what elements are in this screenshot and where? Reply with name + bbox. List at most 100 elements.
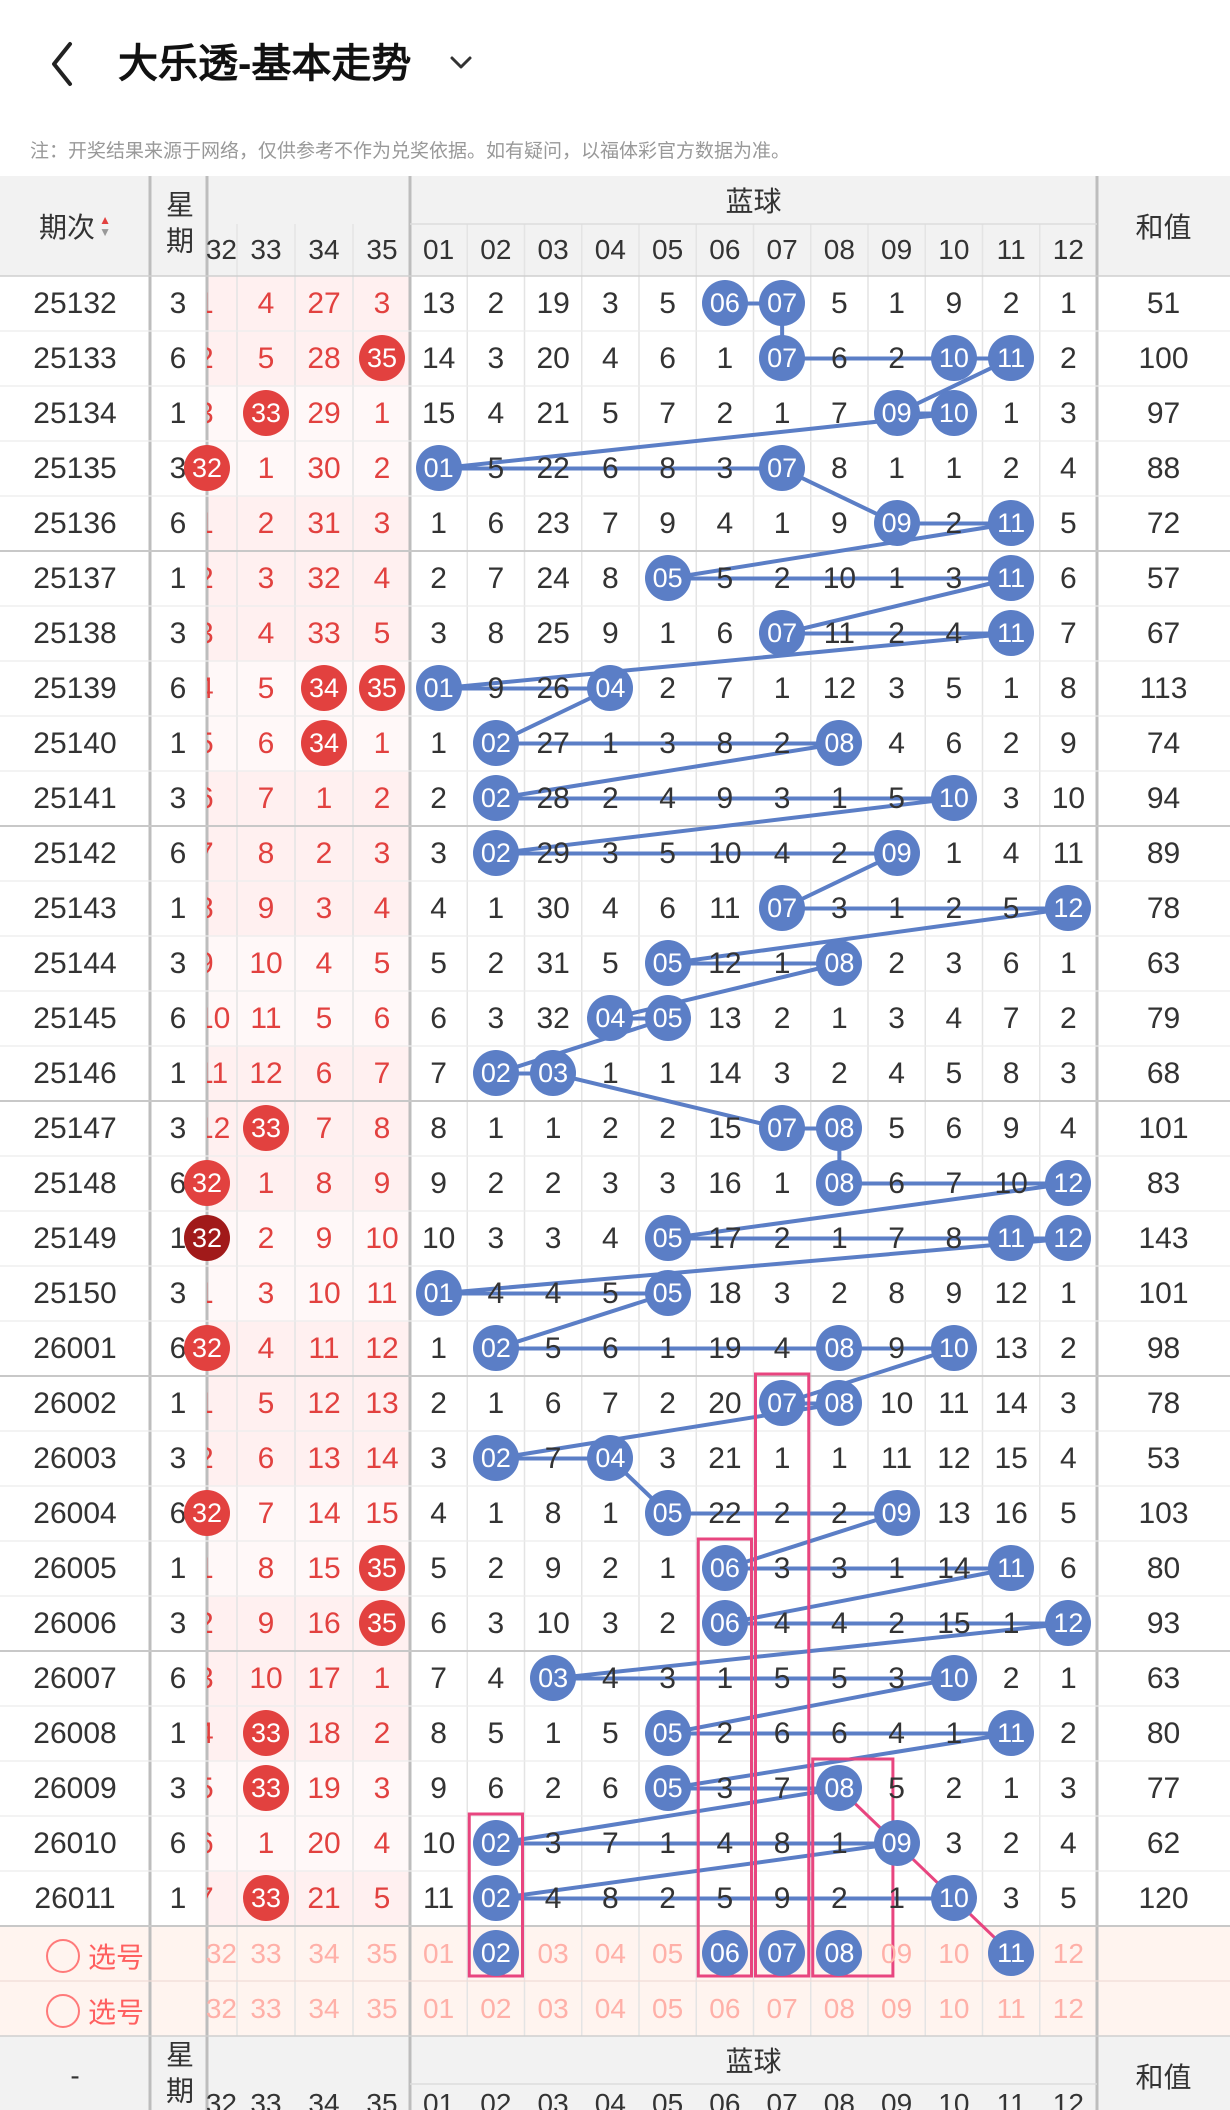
blue-ball: 07 [759,445,806,491]
red-select-cell[interactable]: 32 [207,1937,237,1969]
page-title: 大乐透-基本走势 [118,42,412,86]
blue-miss-cell: 13 [708,1001,742,1035]
blue-select-cell[interactable]: 11 [996,1992,1026,2024]
blue-select-cell[interactable]: 10 [938,1937,970,1969]
blue-miss-cell: 5 [945,1056,963,1090]
red-select-cell[interactable]: 32 [207,1992,237,2024]
blue-miss-cell: 8 [602,1881,619,1915]
blue-select-cell[interactable]: 09 [881,1937,913,1969]
bottom-blue-col-header: 11 [996,2088,1026,2110]
blue-select-cell[interactable]: 07 [766,1992,798,2024]
select-number-toggle[interactable]: 选号 [46,1991,144,2031]
blue-miss-cell: 3 [659,1166,676,1200]
red-miss-cell: 3 [373,1771,391,1805]
red-zone-bg [207,1871,410,1926]
blue-miss-cell: 4 [602,1221,619,1255]
blue-select-cell[interactable]: 01 [423,1937,455,1969]
period-cell: 26008 [33,1716,117,1750]
blue-miss-cell: 7 [602,1386,619,1420]
blue-miss-cell: 2 [831,1881,848,1915]
period-cell: 26001 [33,1331,117,1365]
blue-miss-cell: 2 [487,1166,505,1200]
blue-miss-cell: 5 [430,1551,447,1585]
blue-select-cell[interactable]: 01 [423,1992,455,2024]
red-miss-cell: 10 [249,1661,283,1695]
blue-miss-cell: 5 [831,1661,848,1695]
red-select-cell[interactable]: 35 [366,1992,398,2024]
blue-miss-cell: 4 [659,781,676,815]
red-miss-cell: 31 [307,506,341,540]
red-miss-cell: 11 [366,1276,398,1310]
blue-miss-cell: 2 [888,1606,905,1640]
predicted-blue-ball[interactable]: 06 [701,1930,748,1976]
blue-select-cell[interactable]: 03 [537,1992,569,2024]
predicted-blue-ball[interactable]: 02 [472,1930,519,1976]
blue-select-cell[interactable]: 04 [594,1992,626,2024]
red-miss-cell: 5 [257,341,275,375]
predicted-blue-ball[interactable]: 08 [816,1930,863,1976]
blue-miss-cell: 4 [487,396,505,430]
blue-ball: 07 [759,610,806,656]
blue-miss-cell: 2 [487,946,505,980]
blue-ball: 11 [988,335,1035,381]
red-zone-bg [207,1211,410,1266]
blue-miss-cell: 5 [716,561,734,595]
blue-select-cell[interactable]: 06 [709,1992,741,2024]
blue-miss-cell: 9 [1002,1111,1020,1145]
blue-select-cell[interactable]: 08 [823,1992,855,2024]
blue-miss-cell: 8 [602,561,619,595]
red-select-cell[interactable]: 34 [308,1937,340,1969]
blue-miss-cell: 3 [659,726,676,760]
sum-cell: 101 [1138,1111,1189,1145]
blue-miss-cell: 8 [945,1221,963,1255]
predicted-blue-ball[interactable]: 11 [988,1930,1035,1976]
disclaimer-text: 注：开奖结果来源于网络，仅供参考不作为兑奖依据。如有疑问，以福体彩官方数据为准。 [30,141,791,162]
blue-miss-cell: 4 [1060,1111,1077,1145]
red-select-cell[interactable]: 33 [250,1937,282,1969]
blue-miss-cell: 1 [1002,671,1020,705]
blue-select-cell[interactable]: 12 [1052,1937,1084,1969]
blue-miss-cell: 1 [487,1111,505,1145]
red-select-cell[interactable]: 33 [250,1992,282,2024]
blue-miss-cell: 1 [1060,1276,1077,1310]
blue-select-cell[interactable]: 04 [594,1937,626,1969]
week-cell: 3 [169,286,187,320]
blue-miss-cell: 1 [659,1826,676,1860]
blue-miss-cell: 4 [773,836,791,870]
red-select-cell[interactable]: 35 [366,1937,398,1969]
blue-miss-cell: 8 [1060,671,1077,705]
blue-select-cell[interactable]: 09 [881,1992,913,2024]
sum-cell: 63 [1146,946,1181,980]
sort-icon[interactable]: ▲ ▼ [99,213,111,239]
red-zone-bg [207,1761,410,1816]
select-number-toggle[interactable]: 选号 [46,1936,144,1976]
table-gridlines [0,176,1230,2110]
blue-miss-cell: 1 [659,1056,676,1090]
blue-select-cell[interactable]: 12 [1052,1992,1084,2024]
chevron-down-icon[interactable] [446,42,476,82]
blue-ball: 08 [816,1765,863,1811]
blue-miss-cell: 6 [773,1716,791,1750]
blue-miss-cell: 5 [1060,506,1077,540]
blue-select-cell[interactable]: 05 [652,1992,684,2024]
blue-miss-cell: 7 [1002,1001,1020,1035]
blue-select-cell[interactable]: 10 [938,1992,970,2024]
red-select-cell[interactable]: 34 [308,1992,340,2024]
col-period-header[interactable]: 期次 ▲ ▼ [0,176,150,276]
blue-select-cell[interactable]: 02 [480,1992,512,2024]
blue-select-cell[interactable]: 03 [537,1937,569,1969]
blue-miss-cell: 10 [421,1221,456,1255]
period-cell: 26011 [34,1881,116,1915]
blue-miss-cell: 4 [1060,1441,1077,1475]
red-ball: 32 [184,1160,230,1206]
period-cell: 26004 [33,1496,117,1530]
blue-select-cell[interactable]: 05 [652,1937,684,1969]
back-arrow-icon[interactable] [44,36,88,92]
blue-miss-cell: 3 [602,836,619,870]
blue-col-header: 01 [423,234,455,265]
red-miss-cell: 5 [207,1761,237,1816]
red-zone-bg [207,276,410,331]
blue-miss-cell: 4 [1060,1826,1077,1860]
blue-miss-cell: 5 [602,1716,619,1750]
predicted-blue-ball[interactable]: 07 [759,1930,806,1976]
